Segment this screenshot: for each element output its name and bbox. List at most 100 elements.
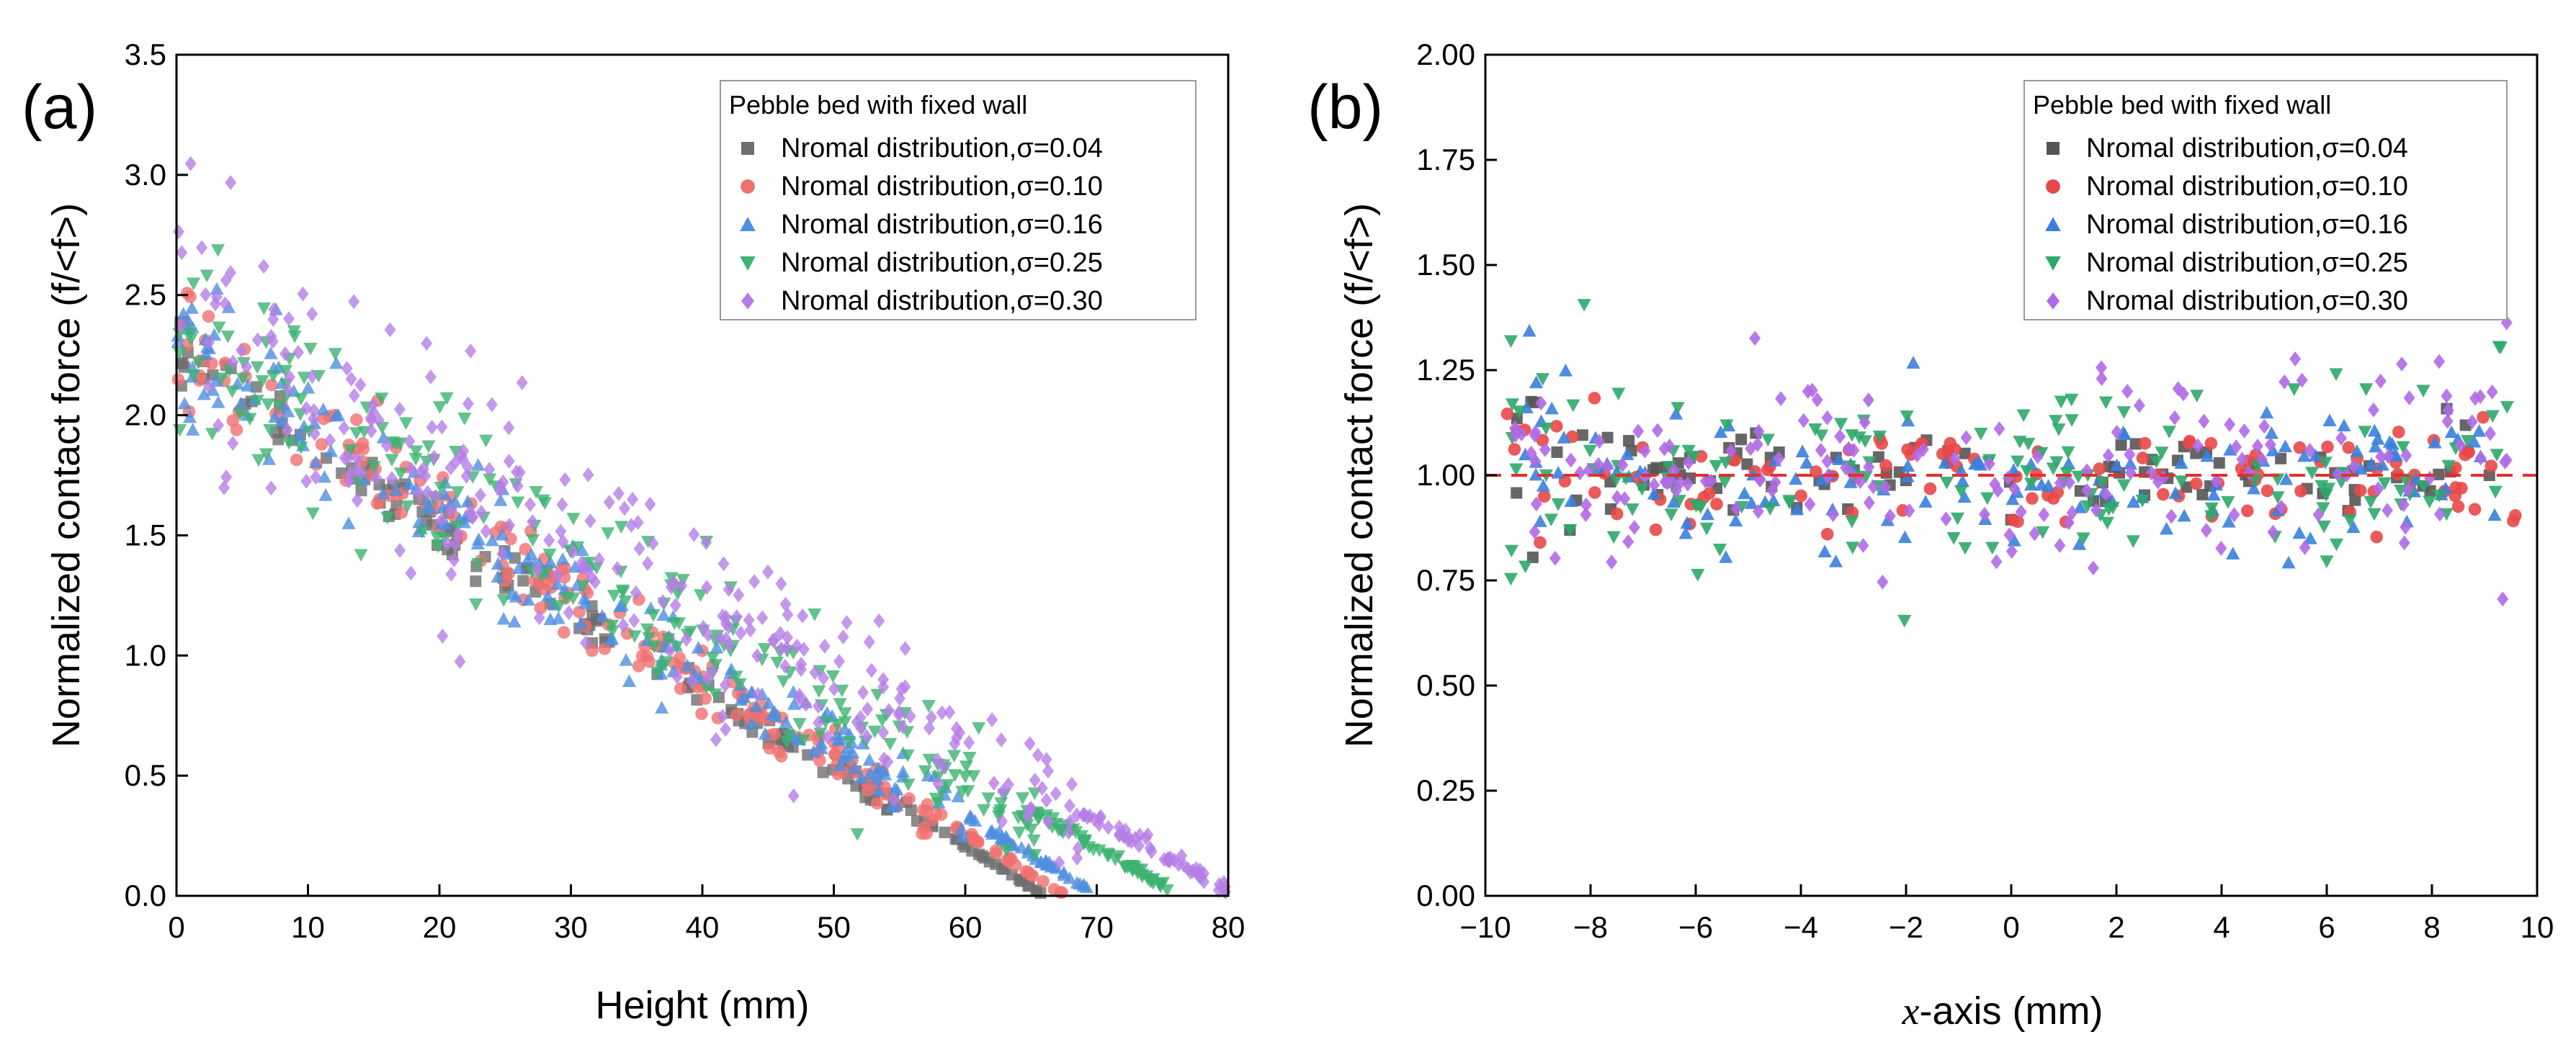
panel-a-data-point: [611, 560, 623, 576]
panel-b-data-point: [1872, 430, 1887, 444]
panel-a-data-point: [612, 486, 625, 501]
panel-a-data-point: [752, 687, 764, 702]
panel-b-data-point: [2492, 341, 2506, 354]
panel-a-y-axis-title: Normalized contact force (f/<f>): [45, 203, 88, 747]
panel-a-data-point: [663, 643, 676, 659]
panel-a-data-point: [966, 845, 978, 857]
panel-a-data-point: [586, 644, 599, 657]
panel-b-data-point: [2329, 538, 2344, 552]
panel-a-data-point: [593, 552, 605, 567]
panel-a-data-point: [202, 310, 215, 323]
panel-b-data-point: [2454, 438, 2467, 453]
panel-a-data-point: [176, 245, 188, 261]
panel-b-data-point: [1789, 472, 1803, 485]
panel-a-data-point: [627, 630, 642, 643]
panel-a-data-point: [923, 720, 935, 736]
panel-b-data-point: [2206, 488, 2221, 501]
panel-a-data-point: [628, 613, 640, 629]
panel-b-y-axis-title: Normalized contact force (f/<f>): [1338, 203, 1381, 747]
panel-a-data-point: [354, 465, 367, 480]
panel-a-data-point: [779, 715, 793, 729]
panel-a-data-point: [227, 354, 239, 370]
panel-b-data-point: [1503, 572, 1519, 586]
panel-b-data-point: [2374, 373, 2387, 389]
panel-a-data-point: [642, 632, 656, 645]
panel-a-data-point: [389, 483, 403, 496]
panel-a-data-point: [659, 656, 674, 669]
panel-a-data-point: [384, 322, 396, 338]
panel-a-data-point: [936, 705, 948, 721]
panel-b-data-point: [2367, 423, 2382, 437]
panel-a-data-point: [494, 482, 506, 498]
panel-b-data-point: [1782, 496, 1797, 510]
panel-b-y-tick-label: 0.25: [1416, 773, 1475, 807]
panel-b-data-point: [1728, 513, 1743, 526]
panel-a-data-point: [567, 544, 579, 560]
panel-a-data-point: [576, 580, 591, 593]
panel-b-data-point: [2196, 488, 2209, 500]
panel-a-data-point: [171, 373, 185, 386]
panel-b-data-point: [1884, 508, 1896, 524]
panel-a-data-point: [782, 607, 794, 622]
panel-b-data-point: [2293, 441, 2307, 454]
panel-b-data-point: [2165, 508, 2178, 524]
panel-b-data-point: [1702, 487, 1716, 500]
panel-b-data-point: [2485, 459, 2498, 472]
panel-b-data-point: [2367, 508, 2382, 521]
panel-a-data-point: [504, 517, 516, 533]
panel-a-data-point: [191, 356, 205, 369]
panel-a-data-point: [900, 749, 915, 763]
panel-a-data-point: [345, 371, 357, 387]
panel-a-data-point: [627, 491, 639, 507]
panel-a-data-point: [315, 438, 328, 451]
panel-a-data-point: [955, 830, 970, 843]
panel-a-data-point: [603, 495, 615, 510]
panel-b-data-point: [1602, 459, 1614, 475]
panel-b-data-point: [1993, 421, 2005, 436]
panel-b-series: [1503, 299, 2514, 628]
panel-a-data-point: [702, 626, 714, 642]
panel-b-data-point: [1834, 428, 1846, 444]
panel-b-data-point: [1611, 387, 1626, 401]
panel-a-data-point: [279, 346, 291, 361]
panel-b-data-point: [1622, 534, 1634, 549]
panel-b-data-point: [2483, 470, 2495, 482]
panel-b-data-point: [1954, 463, 1969, 477]
panel-b-data-point: [2023, 477, 2039, 491]
panel-b-data-point: [2200, 449, 2214, 462]
panel-a-data-point: [519, 542, 532, 556]
panel-a-data-point: [642, 556, 654, 571]
panel-b-data-point: [1533, 514, 1547, 527]
panel-b-data-point: [1714, 425, 1728, 439]
panel-a-data-point: [376, 486, 390, 500]
panel-b-x-tick-label: 8: [2423, 910, 2440, 944]
panel-b-data-point: [2487, 508, 2502, 521]
panel-b-data-point: [1918, 495, 1933, 508]
panel-b-data-point: [1840, 460, 1852, 475]
panel-b-data-point: [2087, 560, 2099, 576]
panel-a-data-point: [795, 662, 808, 678]
panel-a-data-point: [300, 473, 313, 489]
panel-a-data-point: [992, 807, 1006, 820]
panel-b-data-point: [2066, 505, 2078, 521]
panel-b-data-point: [2190, 477, 2203, 490]
panel-a-data-point: [981, 792, 996, 805]
panel-b-data-point: [2003, 527, 2016, 543]
panel-a-data-point: [622, 674, 637, 688]
panel-b-data-point: [1751, 436, 1763, 452]
panel-a-data-point: [412, 515, 426, 529]
panel-b-data-point: [2183, 434, 2196, 448]
panel-b-data-point: [1680, 516, 1694, 529]
panel-a-data-point: [869, 772, 884, 786]
panel-a-data-point: [769, 709, 783, 723]
panel-b-data-point: [1681, 476, 1694, 492]
panel-b-data-point: [2346, 520, 2361, 534]
panel-b-data-point: [1958, 542, 1972, 555]
panel-a-data-point: [701, 580, 713, 596]
panel-a-data-point: [176, 357, 189, 369]
panel-a-data-point: [543, 555, 558, 569]
panel-b-data-point: [1508, 443, 1521, 456]
panel-b-legend-box: [2023, 80, 2508, 320]
panel-b-data-point: [2433, 468, 2445, 480]
panel-a-data-point: [1032, 747, 1044, 763]
